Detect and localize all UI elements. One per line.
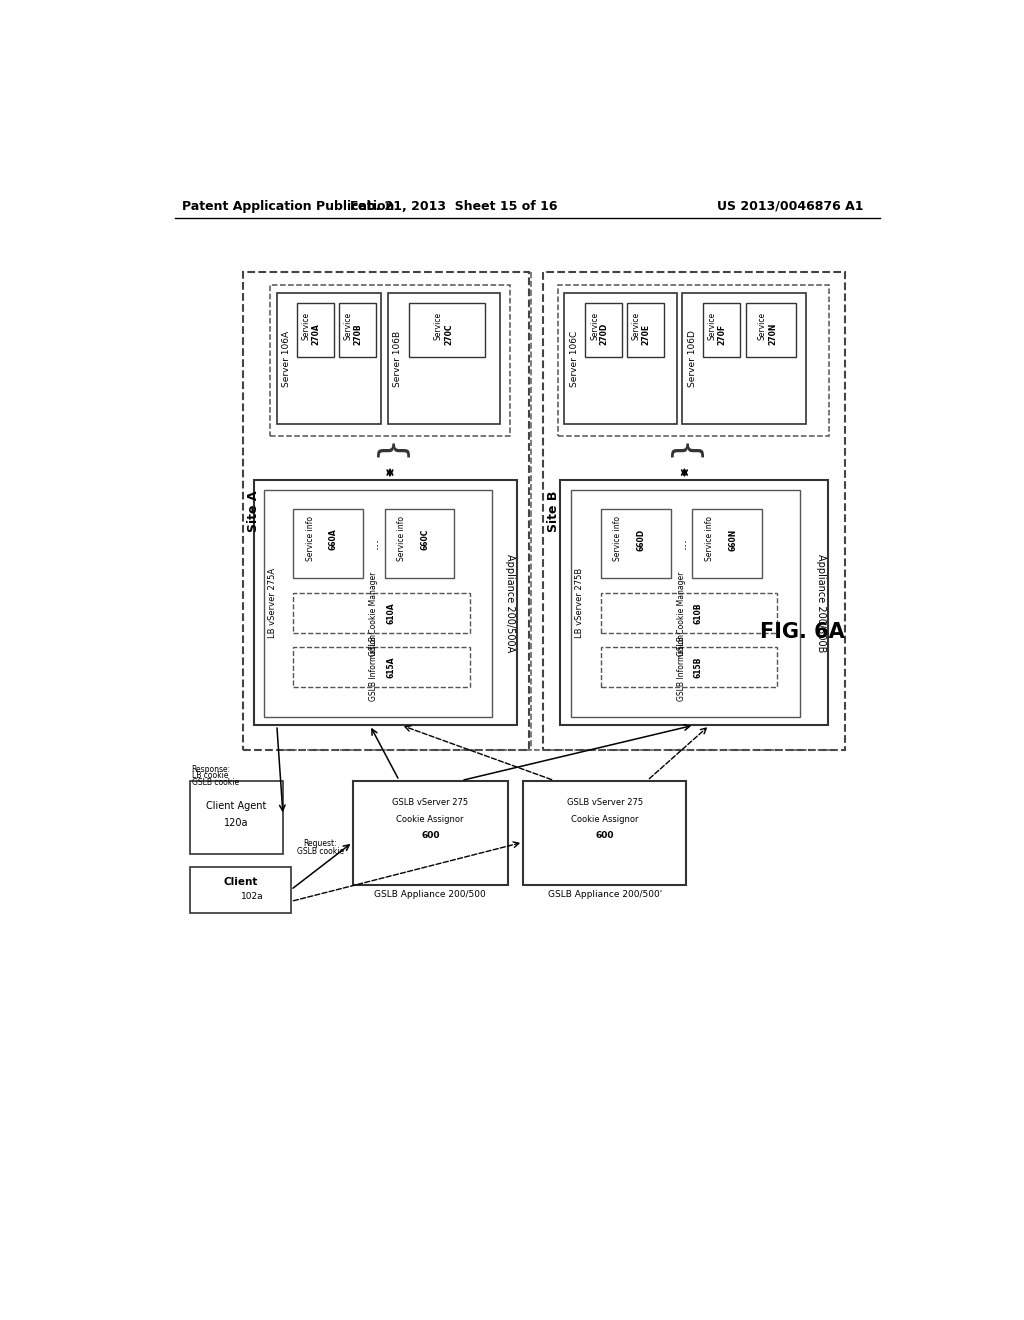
Text: 610A: 610A <box>386 603 395 624</box>
Text: ...: ... <box>676 537 688 549</box>
Text: LB vServer 275A: LB vServer 275A <box>267 568 276 638</box>
FancyBboxPatch shape <box>190 780 283 854</box>
Text: GSLB Appliance 200/500': GSLB Appliance 200/500' <box>548 890 662 899</box>
Text: Service: Service <box>433 313 442 341</box>
Text: Service: Service <box>758 313 766 341</box>
Text: 270F: 270F <box>717 323 726 345</box>
Text: 102a: 102a <box>241 891 263 900</box>
Text: 600: 600 <box>595 832 613 841</box>
Text: Service: Service <box>590 313 599 341</box>
Text: Cookie Assignor: Cookie Assignor <box>570 814 638 824</box>
Text: 615A: 615A <box>386 656 395 678</box>
FancyBboxPatch shape <box>190 867 291 913</box>
Text: Server 106A: Server 106A <box>283 330 292 387</box>
Text: ...: ... <box>368 537 381 549</box>
Text: Service: Service <box>632 313 641 341</box>
FancyBboxPatch shape <box>586 304 623 358</box>
Text: LB cookie: LB cookie <box>191 771 228 780</box>
FancyBboxPatch shape <box>352 780 508 884</box>
FancyBboxPatch shape <box>388 293 500 424</box>
FancyBboxPatch shape <box>297 304 334 358</box>
FancyBboxPatch shape <box>682 293 806 424</box>
Text: GSLB Appliance 200/500: GSLB Appliance 200/500 <box>375 890 486 899</box>
Text: GSLB vServer 275: GSLB vServer 275 <box>566 797 643 807</box>
FancyBboxPatch shape <box>746 304 796 358</box>
FancyBboxPatch shape <box>293 647 470 688</box>
Text: 615B: 615B <box>694 656 702 678</box>
FancyBboxPatch shape <box>601 647 777 688</box>
FancyBboxPatch shape <box>543 272 845 750</box>
Text: 660D: 660D <box>637 528 645 550</box>
Text: Client: Client <box>223 878 258 887</box>
FancyBboxPatch shape <box>523 780 686 884</box>
Text: 270C: 270C <box>444 323 454 345</box>
Text: 660N: 660N <box>728 528 737 550</box>
Text: 270B: 270B <box>353 323 361 345</box>
FancyBboxPatch shape <box>558 285 829 436</box>
FancyBboxPatch shape <box>270 285 510 436</box>
Text: 270D: 270D <box>599 323 608 345</box>
FancyBboxPatch shape <box>692 508 762 578</box>
Text: Appliance 200/500A: Appliance 200/500A <box>505 553 515 652</box>
FancyBboxPatch shape <box>560 480 827 725</box>
Text: Response:: Response: <box>191 764 230 774</box>
FancyBboxPatch shape <box>703 304 740 358</box>
FancyBboxPatch shape <box>263 490 493 717</box>
FancyBboxPatch shape <box>339 304 376 358</box>
Text: GSLB Information: GSLB Information <box>677 634 686 701</box>
Text: }: } <box>373 434 407 457</box>
Text: Feb. 21, 2013  Sheet 15 of 16: Feb. 21, 2013 Sheet 15 of 16 <box>350 199 557 213</box>
Text: GSLB Information: GSLB Information <box>370 634 378 701</box>
Text: Request:: Request: <box>303 840 337 849</box>
Text: GSLB Cookie Manager: GSLB Cookie Manager <box>677 572 686 656</box>
Text: Service info: Service info <box>705 516 714 561</box>
Text: GSLB vServer 275: GSLB vServer 275 <box>392 797 468 807</box>
Text: LB vServer 275B: LB vServer 275B <box>575 568 585 638</box>
Text: 660C: 660C <box>420 529 429 550</box>
Text: Server 106D: Server 106D <box>688 330 696 387</box>
Text: Service info: Service info <box>613 516 623 561</box>
Text: GSLB cookie: GSLB cookie <box>297 847 344 855</box>
Text: 270A: 270A <box>311 323 321 345</box>
FancyBboxPatch shape <box>601 594 777 634</box>
FancyBboxPatch shape <box>601 508 671 578</box>
FancyBboxPatch shape <box>254 480 517 725</box>
Text: FIG. 6A: FIG. 6A <box>760 622 845 642</box>
Text: 270E: 270E <box>641 323 650 345</box>
FancyBboxPatch shape <box>293 508 362 578</box>
Text: }: } <box>668 434 701 457</box>
Text: 600: 600 <box>421 832 439 841</box>
Text: GSLB Cookie Manager: GSLB Cookie Manager <box>370 572 378 656</box>
FancyBboxPatch shape <box>385 508 455 578</box>
Text: 660A: 660A <box>329 529 338 550</box>
Text: Client Agent: Client Agent <box>206 801 266 810</box>
Text: Service: Service <box>302 313 310 341</box>
Text: Site B: Site B <box>547 490 560 532</box>
Text: US 2013/0046876 A1: US 2013/0046876 A1 <box>717 199 863 213</box>
Text: Service info: Service info <box>397 516 407 561</box>
Text: GSLB cookie: GSLB cookie <box>191 779 239 787</box>
Text: Server 106C: Server 106C <box>570 330 579 387</box>
Text: Service: Service <box>708 313 717 341</box>
Text: Cookie Assignor: Cookie Assignor <box>396 814 464 824</box>
FancyBboxPatch shape <box>293 594 470 634</box>
Text: Server 106B: Server 106B <box>393 330 402 387</box>
Text: 270N: 270N <box>768 323 777 345</box>
Text: 120a: 120a <box>224 818 249 828</box>
Text: 610B: 610B <box>694 603 702 624</box>
FancyBboxPatch shape <box>627 304 665 358</box>
Text: Service info: Service info <box>305 516 314 561</box>
FancyBboxPatch shape <box>276 293 381 424</box>
FancyBboxPatch shape <box>409 304 484 358</box>
FancyBboxPatch shape <box>243 272 529 750</box>
Text: Patent Application Publication: Patent Application Publication <box>182 199 394 213</box>
Text: Service: Service <box>344 313 352 341</box>
FancyBboxPatch shape <box>571 490 800 717</box>
FancyBboxPatch shape <box>564 293 677 424</box>
Text: Site A: Site A <box>247 490 260 532</box>
Text: Appliance 200/500B: Appliance 200/500B <box>816 553 825 652</box>
